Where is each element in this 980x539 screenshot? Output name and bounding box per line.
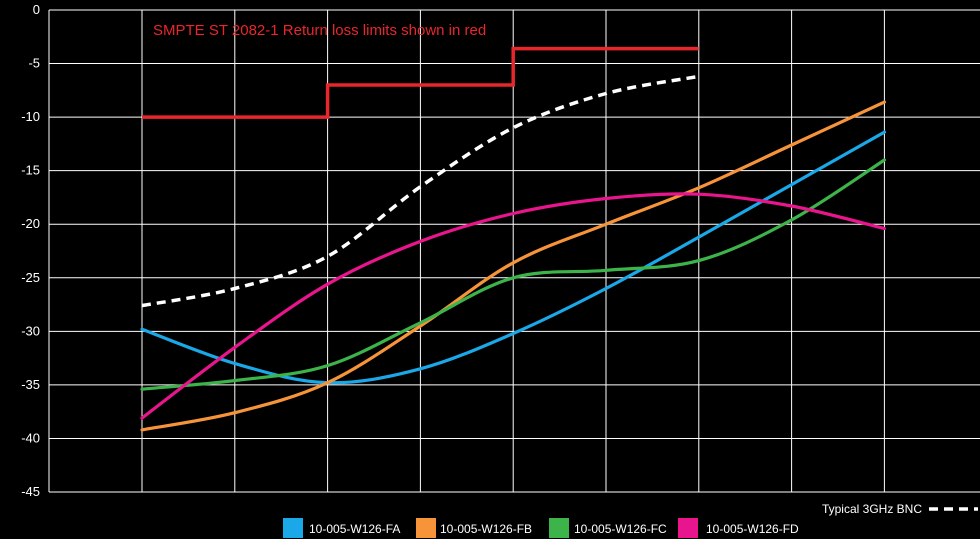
series-line-10-005-w126-fd — [140, 192, 886, 420]
series-line-10-005-w126-fc — [140, 158, 886, 391]
y-tick-label: -10 — [21, 109, 40, 124]
limit-line-layer — [142, 46, 699, 119]
legend-label-10-005-w126-fc: 10-005-W126-FC — [574, 522, 667, 536]
y-tick-label: -25 — [21, 270, 40, 285]
legend-swatch-10-005-w126-fd — [678, 518, 698, 538]
reference-legend: Typical 3GHz BNC — [822, 502, 978, 516]
series-layer — [140, 100, 886, 432]
legend-label-typical-bnc: Typical 3GHz BNC — [822, 502, 922, 516]
reference-layer — [141, 74, 700, 308]
legend-swatch-10-005-w126-fa — [283, 518, 303, 538]
reference-line-typical-bnc — [141, 74, 700, 308]
legend-label-10-005-w126-fa: 10-005-W126-FA — [309, 522, 400, 536]
y-tick-label: -15 — [21, 163, 40, 178]
limit-line — [142, 46, 699, 119]
legend-swatch-10-005-w126-fc — [549, 518, 569, 538]
y-tick-label: 0 — [33, 2, 40, 17]
legend-swatch-10-005-w126-fb — [416, 518, 436, 538]
y-tick-label: -35 — [21, 377, 40, 392]
y-tick-label: -45 — [21, 484, 40, 499]
legend: 10-005-W126-FA 10-005-W126-FB 10-005-W126-… — [283, 518, 799, 538]
y-tick-label: -40 — [21, 430, 40, 445]
y-axis-tick-labels: 0 -5 -10 -15 -20 -25 -30 -35 -40 -45 — [21, 2, 40, 499]
y-tick-label: -20 — [21, 216, 40, 231]
legend-label-10-005-w126-fd: 10-005-W126-FD — [706, 522, 799, 536]
y-tick-label: -30 — [21, 323, 40, 338]
limits-annotation: SMPTE ST 2082-1 Return loss limits shown… — [153, 22, 486, 39]
legend-label-10-005-w126-fb: 10-005-W126-FB — [440, 522, 532, 536]
y-tick-label: -5 — [28, 56, 40, 71]
series-line-10-005-w126-fa — [140, 130, 886, 385]
series-line-10-005-w126-fb — [140, 100, 886, 432]
